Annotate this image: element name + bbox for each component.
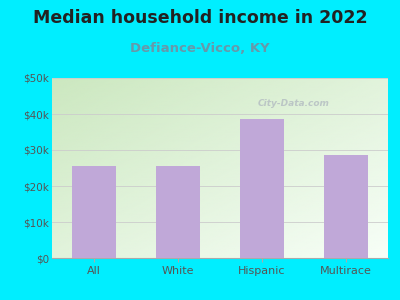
Bar (72, 166, 116, 258)
Text: City-Data.com: City-Data.com (258, 99, 330, 108)
Bar (240, 119, 284, 258)
Text: Median household income in 2022: Median household income in 2022 (33, 9, 367, 27)
Bar (156, 166, 200, 258)
Bar (324, 155, 368, 258)
Text: Defiance-Vicco, KY: Defiance-Vicco, KY (130, 42, 270, 55)
